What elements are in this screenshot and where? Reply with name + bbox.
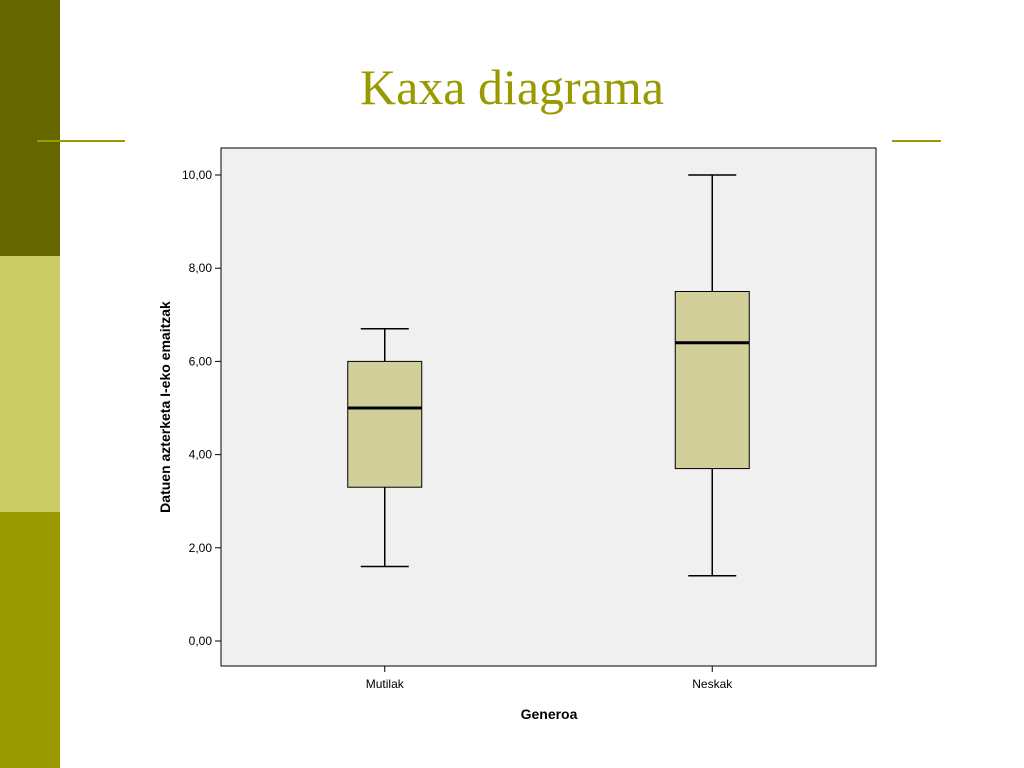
y-tick-label: 2,00: [189, 541, 213, 555]
x-tick-label: Mutilak: [366, 677, 405, 691]
slide-title: Kaxa diagrama: [359, 59, 664, 115]
x-tick-label: Neskak: [692, 677, 733, 691]
decor-band-light: [0, 256, 60, 512]
plot-area: [220, 147, 877, 667]
decor-band-dark: [0, 0, 60, 256]
boxes: [347, 174, 750, 577]
y-tick-label: 8,00: [189, 261, 213, 275]
y-axis: 0,00 2,00 4,00 6,00 8,00 10,00: [182, 168, 221, 648]
y-tick-label: 10,00: [182, 168, 212, 182]
box-1: [347, 328, 423, 568]
iqr-box: [347, 360, 423, 488]
box-2: [674, 174, 750, 577]
x-axis-title: Generoa: [521, 706, 578, 722]
y-tick-label: 0,00: [189, 634, 213, 648]
title-rule-left: [37, 140, 125, 142]
x-axis: Mutilak Neskak: [366, 666, 733, 691]
y-tick-label: 4,00: [189, 448, 213, 462]
title-rule-right: [892, 140, 941, 142]
y-axis-title: Datuen azterketa I-eko emaitzak: [157, 301, 173, 513]
decor-band-mid: [0, 512, 60, 768]
iqr-box: [674, 291, 750, 470]
y-tick-label: 6,00: [189, 354, 213, 368]
